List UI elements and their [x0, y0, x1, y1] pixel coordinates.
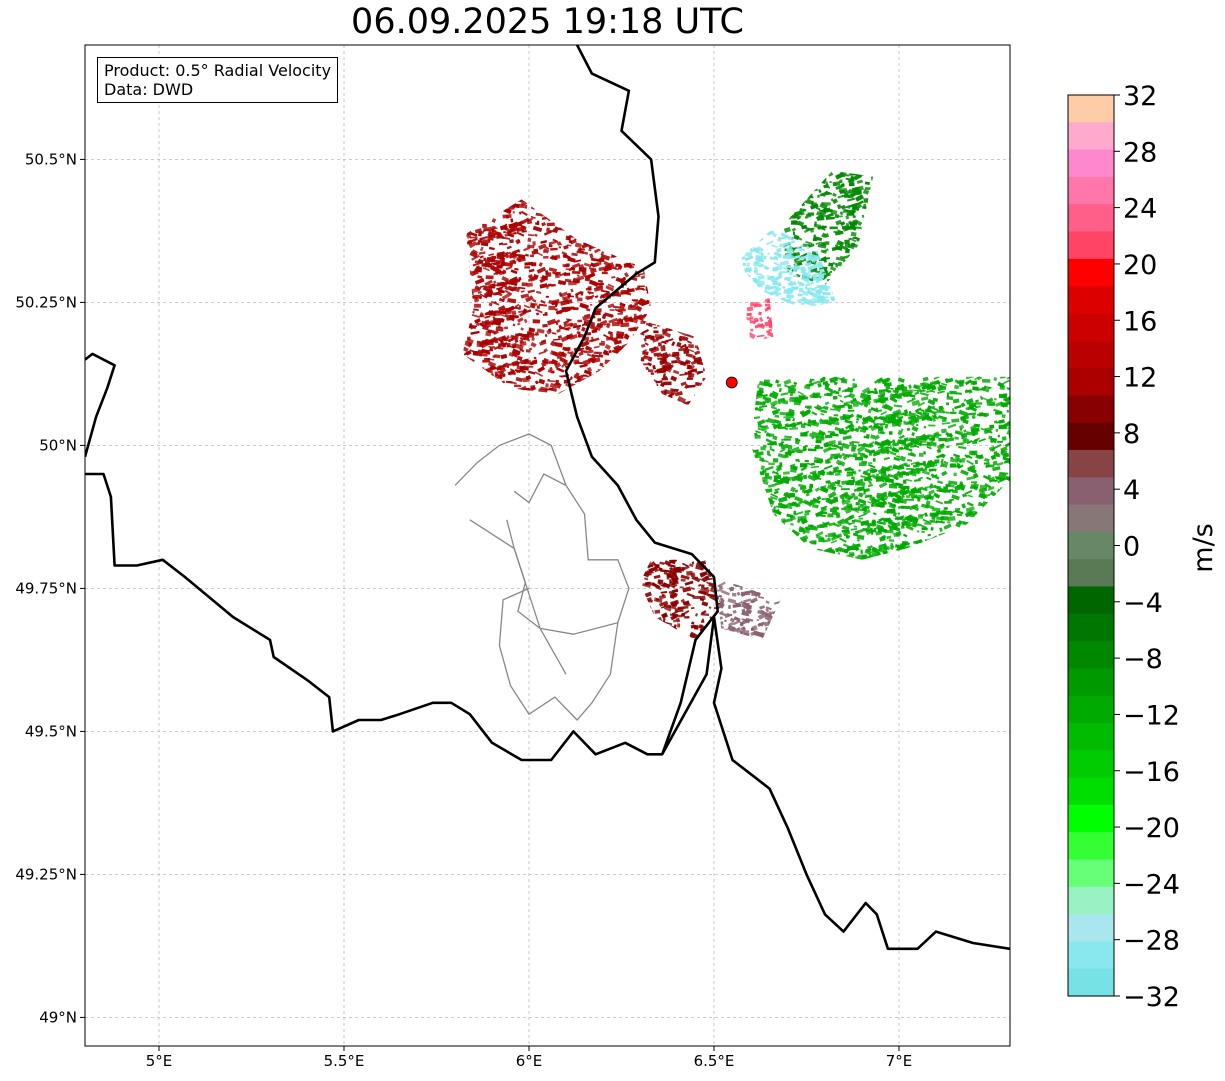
- x-axis-ticks: 5°E 5.5°E 6°E 6.5°E 7°E: [146, 1046, 913, 1070]
- colorbar-segment: [1068, 695, 1114, 724]
- y-tick-label: 50°N: [39, 436, 77, 454]
- colorbar-segment: [1068, 504, 1114, 533]
- colorbar-segment: [1068, 422, 1114, 451]
- colorbar-tick-label: −28: [1123, 926, 1180, 957]
- y-axis-ticks: 49°N 49.25°N 49.5°N 49.75°N 50°N 50.25°N 50.5°…: [15, 150, 85, 1026]
- y-tick-label: 49°N: [39, 1008, 77, 1026]
- product-label: Product: 0.5° Radial Velocity: [104, 61, 332, 80]
- national-border-line: [85, 352, 116, 458]
- colorbar-tick-label: −8: [1123, 644, 1163, 675]
- colorbar-tick-label: −20: [1123, 813, 1180, 844]
- admin-border-line: [469, 519, 567, 675]
- colorbar-segment: [1068, 968, 1114, 997]
- colorbar-segment: [1068, 258, 1114, 287]
- colorbar-tick-label: −32: [1123, 982, 1180, 1013]
- colorbar-segment: [1068, 149, 1114, 178]
- x-tick-label: 7°E: [886, 1052, 913, 1070]
- colorbar-tick-label: −24: [1123, 869, 1180, 900]
- colorbar-tick-label: −4: [1123, 588, 1163, 619]
- colorbar-segment: [1068, 559, 1114, 588]
- colorbar-tick-label: −12: [1123, 700, 1180, 731]
- colorbar-segment: [1068, 832, 1114, 861]
- colorbar-segment: [1068, 204, 1114, 233]
- info-box: Product: 0.5° Radial Velocity Data: DWD: [97, 57, 339, 103]
- colorbar-segment: [1068, 722, 1114, 751]
- colorbar-tick-label: −16: [1123, 757, 1180, 788]
- colorbar-segment: [1068, 886, 1114, 915]
- y-tick-label: 49.25°N: [15, 865, 77, 883]
- y-tick-label: 49.5°N: [25, 722, 77, 740]
- map-frame: [84, 44, 1011, 1047]
- colorbar-label: m/s: [1188, 523, 1219, 572]
- colorbar-tick-label: 8: [1123, 419, 1140, 450]
- colorbar-tick-label: 24: [1123, 194, 1157, 225]
- map-title: 06.09.2025 19:18 UTC: [351, 2, 744, 42]
- colorbar-segment: [1068, 859, 1114, 888]
- colorbar-tick-label: 32: [1123, 81, 1157, 112]
- map-borders: [85, 45, 1010, 951]
- velocity-colorbar: 32 28 24 20 16 12 8 4 0 −4 −8 −12 −16 −20 −24 −28 −32: [1067, 81, 1180, 1013]
- national-border-line: [712, 616, 1010, 951]
- admin-border-line: [454, 433, 567, 486]
- y-tick-label: 50.5°N: [25, 150, 77, 168]
- colorbar-segment: [1068, 286, 1114, 315]
- colorbar-tick-label: 16: [1123, 306, 1157, 337]
- admin-border-line: [506, 473, 630, 635]
- colorbar-segment: [1068, 586, 1114, 615]
- radar-site-marker: [725, 376, 738, 389]
- x-tick-label: 5.5°E: [324, 1052, 365, 1070]
- colorbar-segment: [1068, 613, 1114, 642]
- colorbar-segment: [1068, 750, 1114, 779]
- colorbar-segment: [1068, 531, 1114, 560]
- colorbar-segment: [1068, 477, 1114, 506]
- colorbar-tick-label: 20: [1123, 250, 1157, 281]
- national-border-line: [661, 616, 716, 755]
- data-source-label: Data: DWD: [104, 80, 194, 99]
- colorbar-tick-label: 12: [1123, 363, 1157, 394]
- radar-site: [725, 376, 738, 389]
- colorbar-segment: [1068, 95, 1114, 123]
- colorbar-tick-label: 4: [1123, 475, 1140, 506]
- colorbar-segment: [1068, 668, 1114, 697]
- colorbar-segment: [1068, 176, 1114, 205]
- x-tick-label: 6.5°E: [694, 1052, 735, 1070]
- y-tick-label: 50.25°N: [15, 293, 77, 311]
- colorbar-segment: [1068, 313, 1114, 342]
- national-border-line: [85, 45, 720, 762]
- colorbar-segment: [1068, 914, 1114, 942]
- colorbar-segment: [1068, 122, 1114, 151]
- colorbar-segment: [1068, 777, 1114, 806]
- colorbar-segment: [1068, 804, 1114, 833]
- y-tick-label: 49.75°N: [15, 579, 77, 597]
- colorbar-segment: [1068, 941, 1114, 970]
- colorbar-segment: [1068, 449, 1114, 478]
- colorbar-segment: [1068, 231, 1114, 260]
- colorbar-segment: [1068, 368, 1114, 396]
- colorbar-segment: [1068, 641, 1114, 669]
- colorbar-segment: [1068, 340, 1114, 369]
- x-tick-label: 6°E: [516, 1052, 543, 1070]
- colorbar-tick-label: 28: [1123, 137, 1157, 168]
- colorbar-tick-label: 0: [1123, 532, 1140, 563]
- x-tick-label: 5°E: [146, 1052, 173, 1070]
- colorbar-segment: [1068, 395, 1114, 424]
- admin-border-line: [498, 587, 619, 721]
